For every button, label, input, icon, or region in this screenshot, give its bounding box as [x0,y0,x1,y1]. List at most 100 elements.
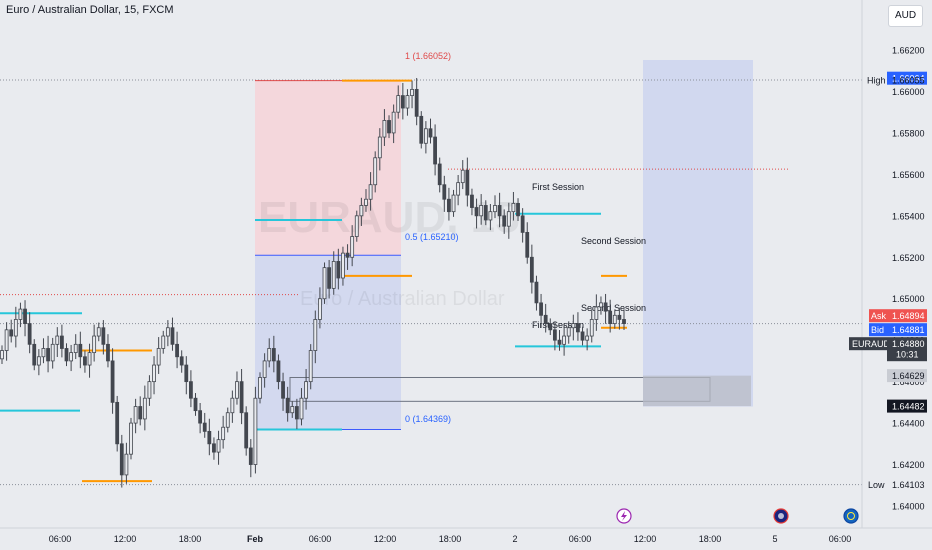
watermark-name: Euro / Australian Dollar [300,288,505,310]
candle [433,124,437,176]
candle-body [529,256,534,283]
candle-body [442,184,447,200]
bid-value: 1.64881 [892,325,925,335]
candle-body [147,381,152,399]
candle-body [138,406,143,420]
candle [456,174,461,206]
candle [193,393,198,416]
candle-body [493,205,497,213]
future-session-zone [643,60,753,407]
candle-body [552,329,557,341]
candle-body [216,439,221,453]
candle [170,317,175,351]
candle [165,320,170,347]
candle-body [170,327,175,345]
candle-body [133,406,138,424]
candle [465,157,470,207]
time-tick-label: 06:00 [569,534,592,544]
candle-body [405,95,410,109]
candle [101,320,106,355]
candle [73,334,78,360]
candle-body [212,443,216,453]
fib-label-1: 1 (1.66052) [405,51,451,61]
candle [184,356,189,395]
price-tick-label: 1.66200 [892,46,925,56]
time-tick-label: 12:00 [374,534,397,544]
candle [327,259,332,299]
candle [382,109,387,146]
candle-body [165,327,170,337]
candle [294,398,299,430]
high-tag-bg [887,71,927,85]
candle-body [396,95,401,113]
candle-body [262,360,267,378]
candle [493,195,497,219]
candle [557,330,562,351]
candle-body [244,412,249,449]
candle [502,209,507,234]
candle-body [612,314,617,324]
candle-body [106,343,110,362]
candle [276,354,281,390]
candle-body [276,360,281,383]
annotation-first-session-1: First Session [532,182,584,192]
candle-body [73,343,78,354]
candle-body [36,356,41,366]
candle-body [539,302,543,316]
candle-body [225,412,230,428]
candle [308,344,313,390]
candle-body [193,397,198,412]
annotation-second-session-1: Second Session [581,236,646,246]
candle-body [400,95,405,109]
candle [59,324,64,358]
candle-body [622,319,626,325]
candle [460,160,465,190]
candle [571,314,576,341]
candle-body [387,120,391,134]
candle-body [423,128,428,144]
candle [78,331,83,369]
candle-body [290,406,295,414]
candle [212,437,216,460]
candle-body [506,211,511,227]
candle-body [248,447,253,465]
candle-body [465,169,470,196]
candle [96,322,101,342]
candle-body [281,381,285,399]
ask-value-bg [887,309,927,323]
candle [345,244,350,270]
price-axis: 1.66200 1.66000 1.65800 1.65600 1.65400 1.652… [849,0,932,528]
candle-body [50,343,55,362]
candle [129,417,133,460]
candle-body [502,215,507,227]
candle [313,310,318,364]
candle-body [327,267,332,289]
candle [262,353,267,388]
candle [608,299,613,333]
candle [566,321,571,344]
candle-body [557,339,562,345]
candle [32,339,37,371]
currency-button[interactable]: AUD [888,5,923,27]
level-b-bg [887,399,927,413]
candle [428,118,433,144]
price-tick-label: 1.66000 [892,87,925,97]
bid-label-bg [869,323,887,337]
candle-body [207,430,212,445]
candle [133,398,138,434]
candle-body [78,343,83,358]
candle [562,323,567,356]
candle [142,385,147,431]
price-axis-bg [862,0,932,528]
candles-group [0,77,626,488]
candle-body [96,327,101,337]
candle [189,370,193,408]
candle-body [414,88,419,117]
candle [175,331,179,369]
candle-body [373,157,378,186]
price-tick-label: 1.65200 [892,253,925,263]
candle [281,372,285,411]
candle [239,368,244,425]
